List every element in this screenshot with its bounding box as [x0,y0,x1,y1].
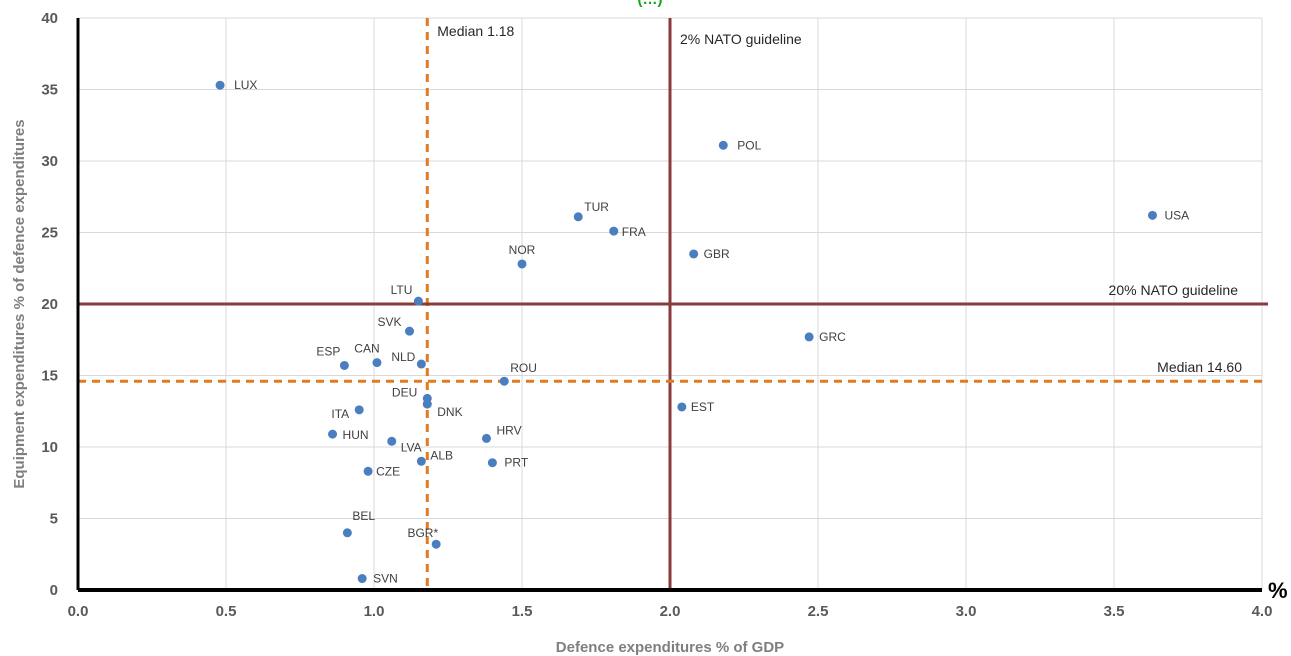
point-label: GRC [819,330,846,344]
point-label: POL [737,138,761,152]
point-label: NLD [391,350,415,364]
data-point-fra [609,226,619,236]
x-axis-title: Defence expenditures % of GDP [556,639,784,656]
data-point-esp [339,360,349,370]
x-tick-label: 3.0 [956,603,977,620]
data-point-lux [215,80,225,90]
point-label: BGR* [407,526,438,540]
point-label: BEL [352,509,375,523]
data-point-pol [718,140,728,150]
y-tick-label: 0 [50,582,58,599]
y-tick-label: 15 [41,368,58,385]
point-label: SVK [378,315,402,329]
point-label: EST [691,400,715,414]
x-tick-label: 1.0 [364,603,385,620]
x-tick-label: 1.5 [512,603,533,620]
x-tick-label: 4.0 [1252,603,1273,620]
point-label: HUN [343,428,369,442]
data-point-gbr [689,249,699,259]
y-axis-title: Equipment expenditures % of defence expe… [11,119,28,488]
data-point-ita [354,405,364,415]
point-label: ROU [510,361,537,375]
point-label: USA [1164,208,1189,222]
reference-lines: Median 1.18 2% NATO guideline 20% NATO gui… [78,18,1268,590]
reference-line-label: Median 1.18 [437,23,514,39]
x-unit-label: % [1268,578,1288,603]
data-point-lva [387,436,397,446]
data-point-nor [517,259,527,269]
y-tick-label: 40 [41,10,58,27]
y-tick-label: 20 [41,296,58,313]
data-point-est [677,402,687,412]
data-point-svn [357,574,367,584]
point-label: GBR [704,247,730,261]
data-point-dnk [422,399,432,409]
point-label: TUR [584,200,609,214]
point-label: ALB [430,448,453,462]
y-tick-label: 5 [50,511,58,528]
point-label: SVN [373,572,398,586]
data-points: LUX POL USA TUR FRA GBR NOR LTU SVK GRC ESP CAN NLD R… [215,78,1189,586]
point-label: NOR [509,243,536,257]
reference-line-label: 2% NATO guideline [680,31,802,47]
x-tick-label: 0.0 [68,603,89,620]
y-tick-label: 35 [41,82,58,99]
point-label: LUX [234,78,257,92]
data-point-usa [1147,210,1157,220]
data-point-ltu [413,296,423,306]
point-label: LTU [391,283,413,297]
data-point-bgr [431,539,441,549]
data-point-grc [804,332,814,342]
reference-line-label: Median 14.60 [1157,359,1242,375]
point-label: FRA [622,225,646,239]
data-point-nld [416,359,426,369]
point-label: LVA [401,440,422,454]
data-point-bel [342,528,352,538]
point-label: CZE [376,464,400,478]
x-tick-label: 0.5 [216,603,237,620]
x-tick-label: 2.5 [808,603,829,620]
point-label: HRV [496,423,521,437]
y-tick-label: 10 [41,439,58,456]
point-label: DNK [437,405,462,419]
data-point-hrv [481,433,491,443]
x-tick-label: 3.5 [1104,603,1125,620]
point-label: PRT [504,456,528,470]
tick-labels: 0.0 0.5 1.0 1.5 2.0 2.5 3.0 3.5 4.0 0 5 10 15 20 25 30 3… [41,10,1272,620]
point-label: ESP [316,344,340,358]
reference-line-label: 20% NATO guideline [1109,282,1239,298]
data-point-tur [573,212,583,222]
axes [76,18,1262,592]
data-point-can [372,358,382,368]
point-label: DEU [392,385,417,399]
y-tick-label: 25 [41,225,58,242]
chart-title: (…) [638,0,663,8]
x-tick-label: 2.0 [660,603,681,620]
data-point-prt [487,458,497,468]
data-point-hun [328,429,338,439]
point-label: CAN [354,342,379,356]
point-label: ITA [331,407,349,421]
data-point-alb [416,456,426,466]
data-point-svk [405,326,415,336]
data-point-rou [499,376,509,386]
data-point-cze [363,466,373,476]
y-tick-label: 30 [41,153,58,170]
